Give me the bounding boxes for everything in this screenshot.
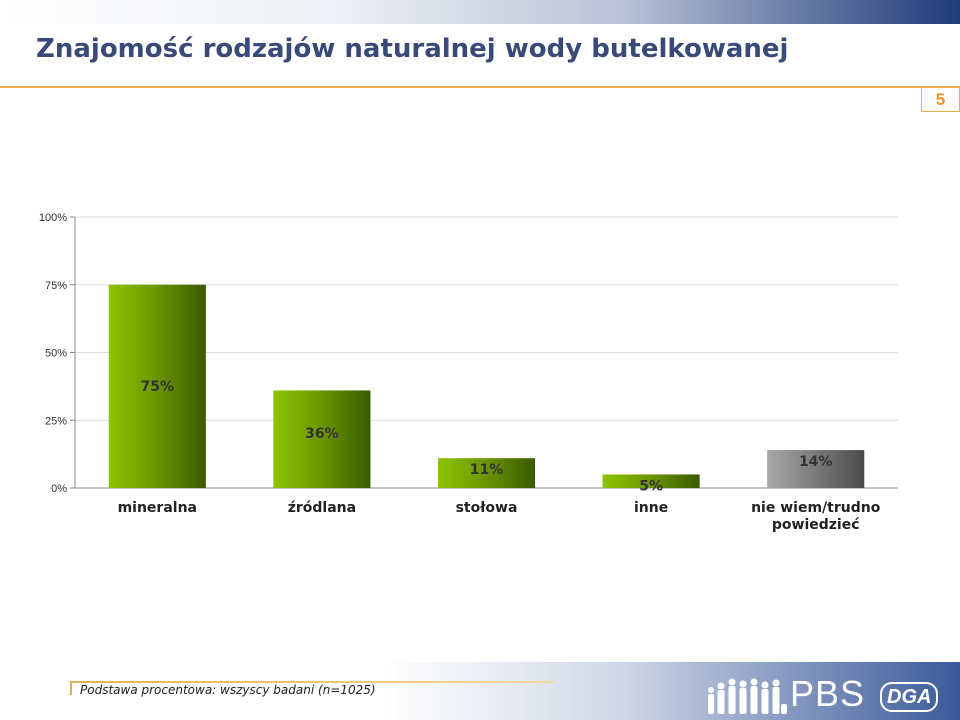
category-label-1: mineralna <box>118 500 197 516</box>
bar-2 <box>273 390 371 488</box>
y-tick-label: 100% <box>39 212 67 224</box>
category-label-5: nie wiem/trudno <box>751 500 881 516</box>
data-label-1: 75% <box>141 379 175 395</box>
chart-labels: 0% 25% 50% 75% 100% 75% mineralna 36% źródlana 11… <box>39 212 881 533</box>
header-band <box>0 0 960 24</box>
chart-gridlines <box>75 216 898 421</box>
data-label-3: 11% <box>470 462 504 478</box>
bar-3 <box>437 458 536 488</box>
y-tick-label: 0% <box>51 483 67 495</box>
footer-rule-tick <box>70 681 72 695</box>
chart-bars <box>108 284 865 488</box>
people-silhouettes-logo <box>708 678 787 714</box>
category-label-4: inne <box>634 500 668 516</box>
y-tick-label: 75% <box>45 280 67 292</box>
bar-4 <box>602 474 700 488</box>
footer-band <box>0 662 960 720</box>
bar-5 <box>767 450 865 488</box>
y-tick-label: 50% <box>45 348 67 360</box>
bar-1 <box>108 284 206 488</box>
footer-note: Podstawa procentowa: wszyscy badani (n=1… <box>80 683 376 697</box>
pbs-logo: PBS <box>790 673 866 714</box>
slide-title: Znajomość rodzajów naturalnej wody butel… <box>36 34 789 64</box>
data-label-5: 14% <box>799 454 833 470</box>
y-tick-label: 25% <box>45 415 67 427</box>
category-label-3: stołowa <box>456 500 518 516</box>
bar-chart: 0% 25% 50% 75% 100% 75% mineralna 36% źródlana 11… <box>39 212 898 533</box>
category-label-2: źródlana <box>288 500 356 516</box>
page-number: 5 <box>921 88 960 112</box>
title-underline <box>0 86 960 88</box>
data-label-2: 36% <box>305 426 339 442</box>
category-label-5: powiedzieć <box>772 517 860 533</box>
data-label-4: 5% <box>639 478 663 494</box>
footer-rule <box>70 681 555 683</box>
dga-logo: DGA <box>880 682 939 712</box>
